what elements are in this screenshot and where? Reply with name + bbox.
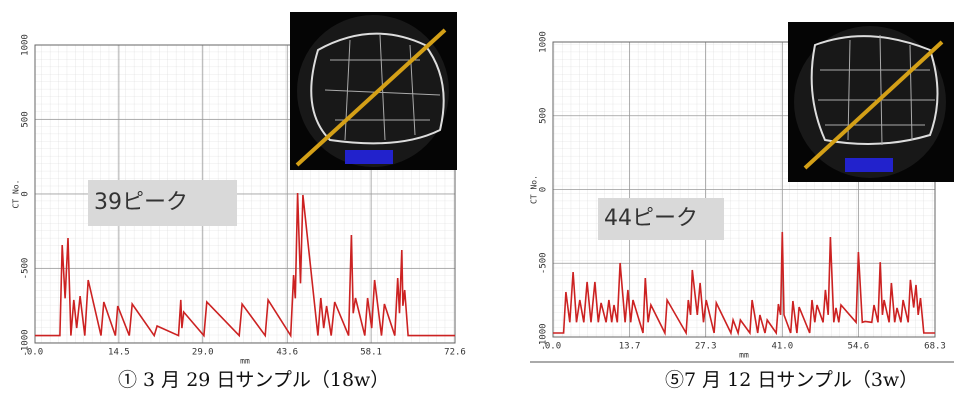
x-tick-label: 13.7: [619, 342, 641, 352]
x-tick-label: 14.5: [108, 348, 130, 358]
annotation: 44ピーク: [604, 206, 698, 231]
x-tick-label: 54.6: [848, 342, 870, 352]
y-axis-label: CT No.: [530, 175, 539, 204]
y-tick-label: 0: [21, 191, 31, 196]
x-tick-label: 58.1: [360, 348, 382, 358]
chart-layer: -1000 -500 0 500 1000 0.0 14.5 29.0 43.6 58.1 72.6…: [12, 31, 946, 391]
chart: -1000 -500 0 500 1000 0.0 13.7 27.3 41.0 54.6 68.3…: [530, 31, 946, 391]
annotation-box: [88, 180, 237, 226]
y-tick-label: -1000: [539, 323, 549, 350]
x-tick-label: 41.0: [771, 342, 793, 352]
plot-frame: [34, 44, 456, 344]
x-tick-label: 68.3: [924, 342, 946, 352]
y-tick-label: -1000: [21, 329, 31, 356]
y-tick-label: 1000: [21, 34, 31, 56]
caption: ① 3 月 29 日サンプル（18w）: [118, 369, 389, 391]
caption: ⑤7 月 12 日サンプル（3w）: [665, 369, 918, 391]
data-line: [35, 192, 455, 339]
ct-inset: [290, 12, 457, 170]
x-tick-label: 43.6: [276, 348, 298, 358]
x-tick-label: 0.0: [27, 348, 43, 358]
y-tick-label: 500: [21, 111, 31, 127]
plot-frame: [552, 41, 936, 338]
ct-inset: [788, 22, 954, 182]
y-tick-label: -500: [539, 252, 549, 274]
x-tick-label: 0.0: [545, 342, 561, 352]
x-tick-label: 27.3: [695, 342, 717, 352]
y-tick-label: -500: [21, 258, 31, 280]
y-tick-label: 1000: [539, 31, 549, 53]
chart: -1000 -500 0 500 1000 0.0 14.5 29.0 43.6 58.1 72.6…: [12, 34, 466, 391]
x-tick-label: 72.6: [444, 348, 466, 358]
y-tick-label: 0: [539, 187, 549, 192]
annotation-box: [598, 198, 724, 240]
y-axis-label: CT No.: [12, 180, 21, 209]
x-axis-label: mm: [240, 357, 250, 366]
x-tick-label: 29.0: [192, 348, 214, 358]
data-line: [553, 231, 935, 336]
y-tick-label: 500: [539, 108, 549, 124]
annotation: 39ピーク: [94, 190, 188, 215]
x-axis-label: mm: [739, 351, 749, 360]
